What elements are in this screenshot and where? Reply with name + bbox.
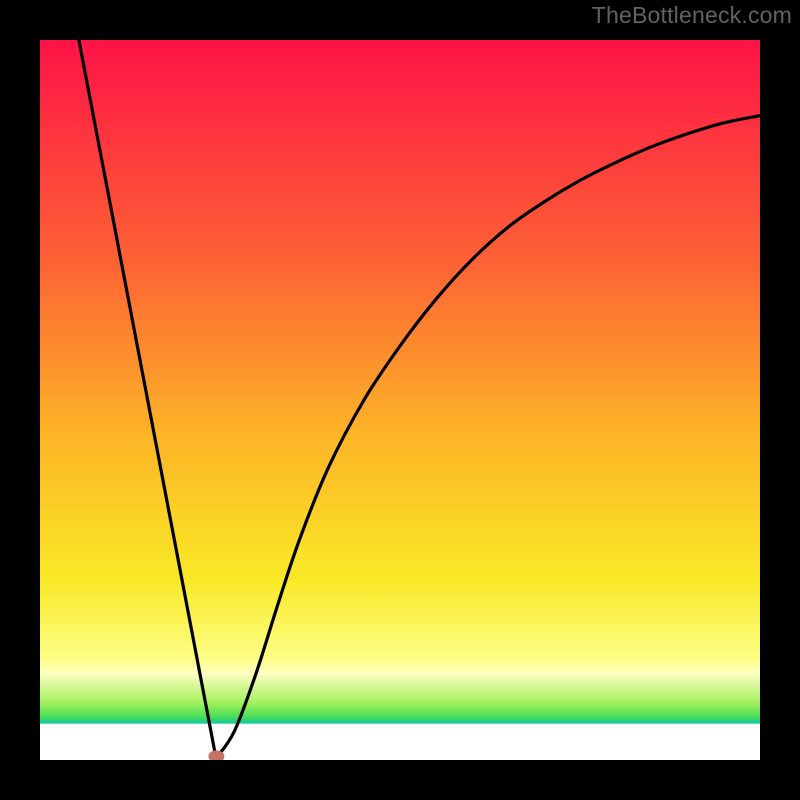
chart-frame: TheBottleneck.com (0, 0, 800, 800)
chart-svg (40, 40, 760, 760)
watermark-text: TheBottleneck.com (592, 2, 792, 29)
